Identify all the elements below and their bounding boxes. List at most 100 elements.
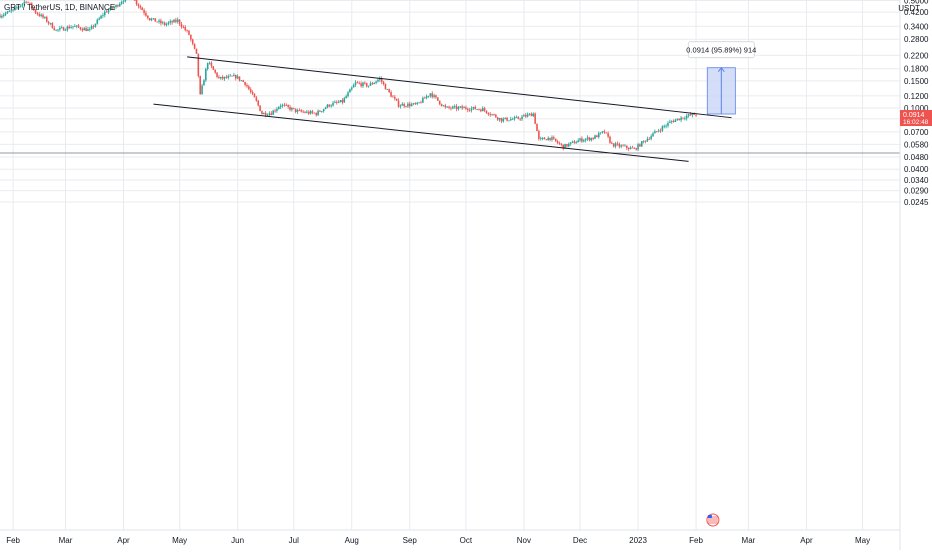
candle-body	[399, 105, 402, 107]
candle-body	[74, 26, 76, 27]
candle-body	[661, 126, 664, 131]
candle-body	[302, 111, 304, 113]
candle-body	[148, 18, 151, 21]
candle-body	[654, 131, 656, 134]
candle-body	[229, 75, 231, 77]
candle-body	[335, 101, 338, 103]
candle-body	[680, 117, 682, 121]
candle-body	[663, 126, 666, 127]
candle-body	[107, 10, 110, 13]
candle-body	[685, 115, 688, 119]
time-tick-label: Jun	[231, 536, 244, 545]
candle-body	[523, 115, 525, 117]
time-tick-label: Apr	[117, 536, 130, 545]
candle-body	[291, 107, 293, 110]
price-tick-label: 0.1800	[904, 65, 929, 74]
candle-body	[19, 5, 22, 7]
candle-body	[590, 137, 593, 141]
candle-body	[375, 81, 377, 83]
candle-body	[631, 147, 634, 149]
candle-body	[85, 28, 87, 31]
candles	[0, 0, 697, 152]
candle-body	[659, 130, 662, 132]
price-tick-label: 0.0290	[904, 187, 929, 196]
candle-body	[34, 9, 37, 14]
candle-body	[429, 93, 432, 96]
candle-body	[358, 82, 361, 84]
price-tick-label: 0.4200	[904, 8, 929, 17]
candle-body	[0, 15, 1, 18]
candle-body	[684, 118, 686, 120]
horizontal-lines[interactable]	[0, 0, 900, 154]
candle-body	[139, 6, 142, 8]
candle-body	[568, 143, 570, 147]
candle-body	[53, 28, 56, 31]
candle-body	[184, 27, 187, 31]
candle-body	[678, 118, 681, 121]
price-tag-time: 16:02:48	[903, 119, 929, 126]
candle-body	[373, 82, 376, 85]
time-axis[interactable]: Feb Mar Apr May Jun Jul Aug Sep Oct Nov Dec 2023 Feb…	[0, 529, 900, 545]
candle-body	[627, 148, 630, 150]
candle-body	[42, 14, 44, 18]
candle-body	[472, 106, 475, 109]
candle-body	[143, 10, 145, 14]
candle-body	[440, 104, 443, 106]
candle-body	[263, 112, 265, 115]
price-tick-label: 0.0245	[904, 198, 929, 207]
candle-body	[72, 26, 74, 28]
trend-channel[interactable]	[153, 56, 732, 162]
price-tick-label: 0.0400	[904, 165, 929, 174]
channel-upper-line[interactable]	[187, 56, 732, 119]
candle-body	[102, 15, 104, 16]
candle-body	[450, 107, 452, 109]
candle-body	[296, 110, 299, 112]
candle-body	[96, 19, 99, 24]
candle-body	[616, 143, 619, 145]
candle-body	[596, 135, 598, 138]
candle-body	[298, 110, 301, 111]
candle-body	[251, 91, 254, 94]
candle-body	[10, 10, 13, 12]
candle-body	[218, 76, 220, 79]
candle-body	[408, 103, 411, 107]
candle-body	[655, 131, 658, 133]
candle-body	[87, 29, 89, 31]
candle-body	[457, 107, 460, 110]
candle-body	[249, 89, 252, 92]
time-tick-label: Feb	[689, 536, 703, 545]
us-flag-icon[interactable]	[706, 513, 720, 527]
candle-body	[588, 137, 591, 141]
price-axis[interactable]: 0.90000.75000.60000.50000.42000.34000.28…	[899, 0, 929, 550]
candle-body	[667, 122, 669, 126]
candle-body	[670, 121, 673, 122]
candle-body	[496, 117, 499, 120]
candle-body	[216, 72, 218, 77]
price-tag-box	[900, 110, 932, 127]
candle-body	[605, 132, 608, 134]
candle-body	[266, 114, 269, 116]
candle-body	[639, 144, 641, 147]
price-range-measure[interactable]: 0.0914 (95.89%) 914	[686, 41, 756, 115]
candle-body	[109, 7, 112, 11]
candle-body	[304, 111, 306, 113]
candle-body	[315, 113, 318, 116]
candle-body	[676, 118, 679, 120]
candle-body	[612, 143, 615, 147]
time-tick-label: Aug	[345, 536, 359, 545]
candle-body	[687, 114, 690, 116]
candle-body	[371, 83, 374, 85]
channel-lower-line[interactable]	[153, 103, 689, 162]
candle-body	[444, 105, 447, 108]
candle-body	[560, 143, 563, 145]
candle-body	[611, 142, 613, 144]
candle-body	[66, 26, 69, 31]
candle-body	[289, 106, 291, 110]
candle-body	[124, 0, 127, 1]
candle-body	[208, 62, 211, 64]
candle-body	[98, 18, 100, 20]
candle-body	[485, 110, 488, 113]
